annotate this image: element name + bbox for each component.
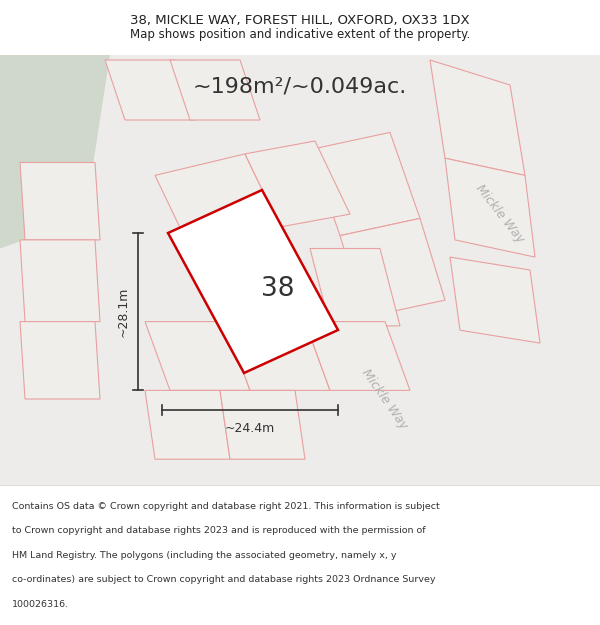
Polygon shape (0, 55, 110, 249)
Text: 38: 38 (261, 276, 295, 302)
Text: Map shows position and indicative extent of the property.: Map shows position and indicative extent… (130, 28, 470, 41)
Polygon shape (310, 132, 420, 236)
Text: ~198m²/~0.049ac.: ~198m²/~0.049ac. (193, 77, 407, 97)
Polygon shape (170, 60, 260, 120)
Polygon shape (145, 391, 230, 459)
Polygon shape (450, 257, 540, 343)
Polygon shape (155, 154, 280, 249)
Polygon shape (145, 322, 250, 391)
Polygon shape (0, 55, 600, 485)
Text: Mickle Way: Mickle Way (359, 366, 410, 431)
Text: 100026316.: 100026316. (12, 600, 69, 609)
Polygon shape (20, 322, 100, 399)
Text: HM Land Registry. The polygons (including the associated geometry, namely x, y: HM Land Registry. The polygons (includin… (12, 551, 397, 560)
Polygon shape (168, 190, 338, 373)
Text: Mickle Way: Mickle Way (473, 182, 527, 246)
Polygon shape (225, 322, 330, 391)
Polygon shape (220, 391, 305, 459)
Polygon shape (310, 249, 400, 326)
Text: ~24.4m: ~24.4m (225, 422, 275, 435)
Polygon shape (430, 60, 525, 176)
Text: ~28.1m: ~28.1m (117, 286, 130, 337)
Text: Contains OS data © Crown copyright and database right 2021. This information is : Contains OS data © Crown copyright and d… (12, 502, 440, 511)
Polygon shape (445, 158, 535, 257)
Polygon shape (20, 240, 100, 322)
Polygon shape (245, 141, 350, 227)
Polygon shape (305, 322, 410, 391)
Text: 38, MICKLE WAY, FOREST HILL, OXFORD, OX33 1DX: 38, MICKLE WAY, FOREST HILL, OXFORD, OX3… (130, 14, 470, 27)
Polygon shape (20, 162, 100, 240)
Text: co-ordinates) are subject to Crown copyright and database rights 2023 Ordnance S: co-ordinates) are subject to Crown copyr… (12, 575, 436, 584)
Text: to Crown copyright and database rights 2023 and is reproduced with the permissio: to Crown copyright and database rights 2… (12, 526, 425, 535)
Polygon shape (340, 218, 445, 318)
Polygon shape (105, 60, 195, 120)
